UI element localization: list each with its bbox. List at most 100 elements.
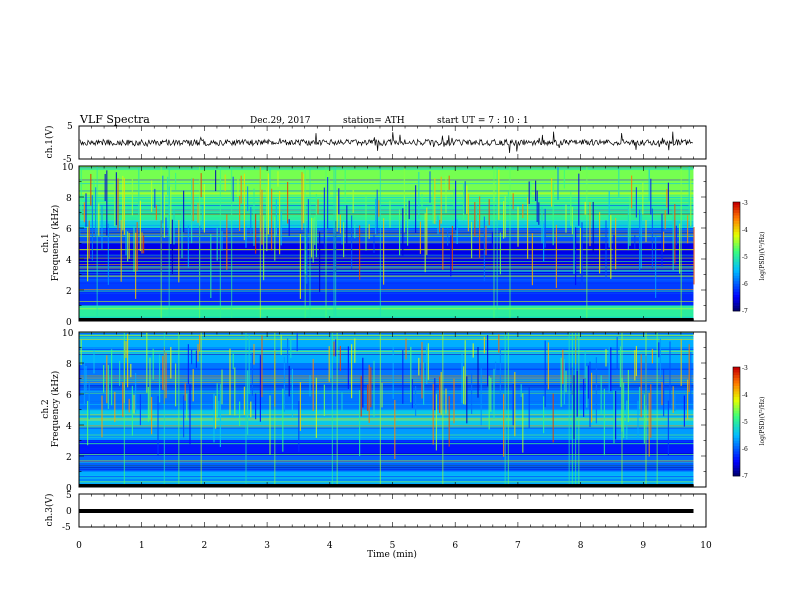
ch1-spec-vstreak [83,202,85,223]
ch1-spec-sferic [493,166,495,321]
ch1-spec-vstreak [640,212,642,269]
ch1-spec-hline [79,271,694,273]
ch2-spec-vstreak [315,377,317,438]
ch1-spec-vstreak [543,223,545,262]
ch1-colorbar-step [733,286,740,290]
ch1-spec-hline [79,267,694,269]
ch1-spec-vstreak [178,219,180,283]
ch1-spec-vstreak [192,178,194,222]
ch1-colorbar-step [733,223,740,227]
ch1-spec-vstreak [175,172,177,190]
ch2-spec-vstreak [135,372,137,413]
ch2-spec-vstreak [415,386,417,416]
ch1-spec-hline [79,257,694,259]
ch1-spec-vstreak [279,191,281,255]
ch1-spec-vstreak [368,224,370,239]
ch2-spec-hline [79,388,694,389]
ch1-spec-vstreak [690,178,692,227]
ch1-spec-vstreak [191,178,193,244]
ch2-ytick-4: 4 [66,422,72,432]
ch2-cb-tick-7: -7 [742,473,748,480]
ch2-spec-vstreak [232,353,234,370]
ch2-spec-vstreak [333,341,335,357]
ch1-spec-vstreak [666,188,668,208]
ch2-spec-vstreak [229,348,231,415]
ch2-spec-vstreak [683,395,685,427]
ch1-spec-vstreak [610,215,612,279]
ch1-spec-hline [79,270,694,272]
ch1-spec-vstreak [373,234,375,253]
ch1-spec-vstreak [491,231,493,248]
ch2-spec-vstreak [605,349,607,367]
ch1-cb-tick-6: -6 [742,281,748,288]
ch1-spec-vstreak [485,225,487,256]
ch2-colorbar-step [733,377,740,381]
ch2-spec-hline [79,349,694,351]
xtick-3: 3 [264,541,270,551]
ch2-spec-vstreak [690,351,692,403]
ch2-spec-vstreak [583,378,585,417]
ch1-colorbar-step [733,215,740,219]
ch2-spec-vstreak [499,349,501,395]
ch1-spec-vstreak [210,233,212,299]
ch2-spec-hline [79,460,694,462]
station-label: station= ATH [343,116,405,126]
ch1-spec-hline [79,266,694,268]
ch2-spec-hline [79,481,694,483]
ch2-colorbar-step [733,391,740,395]
ch1-spec-hline [79,280,694,282]
ch1-spec-sferic [168,166,170,321]
ch2-spec-vstreak [218,400,220,416]
ch1-spec-vstreak [303,173,305,224]
ch2-spec-sferic [245,332,247,487]
ch2-spec-vstreak [463,366,465,405]
ch1-colorbar-step [733,300,740,304]
ch1-spec-hline [79,289,694,290]
ch1-spec-vstreak [578,173,580,226]
ch1-spec-vstreak [312,218,314,263]
xtick-6: 6 [452,541,458,551]
ch1-spec-vstreak [437,215,439,234]
ch1-spec-vstreak [125,229,127,256]
ch2-spec-vstreak [323,384,325,416]
ch1-colorbar-step [733,202,740,206]
ch1-spec-vstreak [91,195,93,261]
ch1-ytick-8: 8 [66,194,72,204]
ch1-colorbar-step [733,297,740,301]
ch1-spec-vstreak [80,168,82,219]
ch2-spec-vstreak [493,368,495,420]
ch1-spec-vstreak [237,179,239,198]
ch2-colorbar-step [733,426,740,430]
ch1-spec-vstreak [215,170,217,192]
ch1-spec-hline [79,249,694,251]
ch1-channel-label: ch.1 [41,233,51,252]
ch2-spec-vstreak [627,369,629,423]
ch2-colorbar-step [733,462,740,466]
ch2-spec-vstreak [370,367,372,408]
ch1-spec-sferic [509,166,511,321]
ch1-spec-hline [79,261,694,262]
ch1-spec-vstreak [579,227,581,274]
ch2-spec-vstreak [498,334,500,353]
ch2-spec-vstreak [111,349,113,406]
ch2-spec-hline [79,336,694,337]
ch2-spec-vstreak [650,384,652,438]
ch2-spec-vstreak [626,400,628,440]
ch1-spec-vstreak [674,203,676,264]
ch1-spec-hline [79,274,694,276]
ch1-spec-vstreak [531,233,533,286]
ch2-spec-vstreak [373,360,375,417]
ch1-spec-vstreak [535,180,537,202]
ch2-spec-vstreak [367,384,369,411]
xtick-5: 5 [390,541,396,551]
ch2-spec-hline [79,453,694,454]
ch2-colorbar-step [733,465,740,469]
ch2-spec-hline [79,368,694,370]
ch1-spec-vstreak [418,171,420,219]
ch2-spec-vstreak [183,395,185,438]
ch1-waveform-line [79,131,694,154]
ch2-colorbar-step [733,375,740,379]
ch1-spec-vstreak [664,210,666,230]
ch3-ylabel: ch.3(V) [44,494,55,527]
ch2-spec-vstreak [589,361,591,428]
